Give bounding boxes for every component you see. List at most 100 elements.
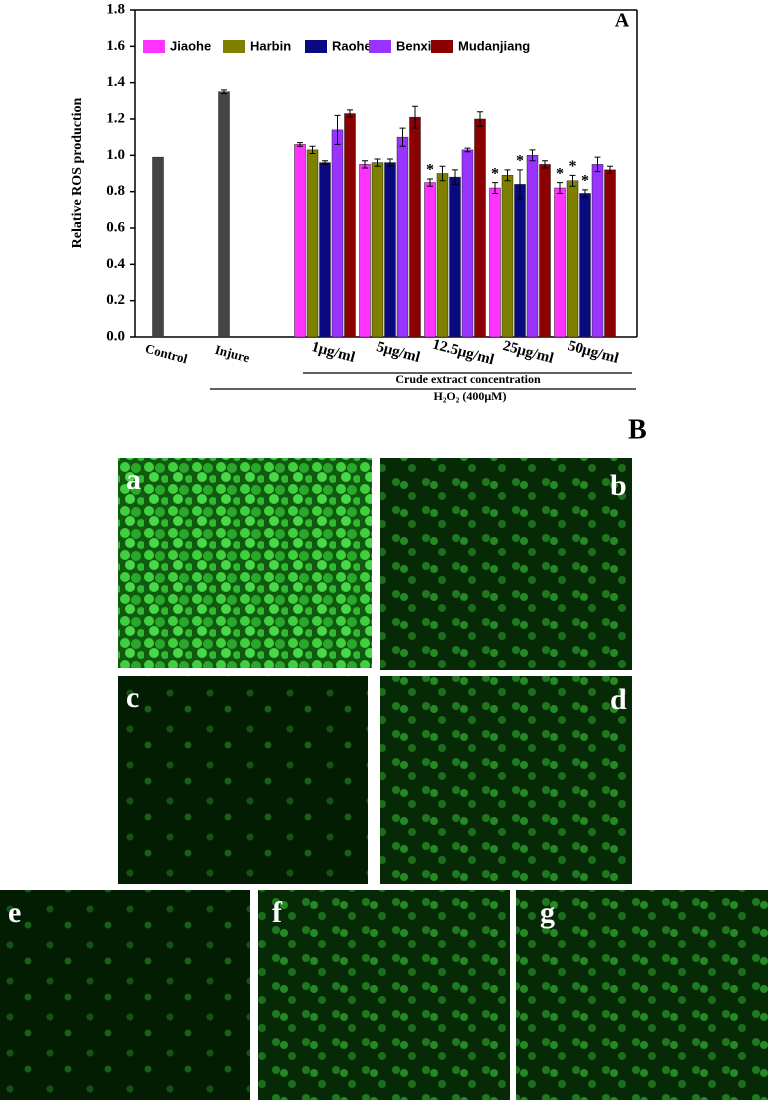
error-bar — [399, 127, 406, 147]
panel-label: c — [126, 681, 139, 714]
panel-label: g — [540, 896, 555, 929]
legend-label: Harbin — [250, 38, 291, 53]
panel-label: A — [615, 10, 630, 32]
x-tick-label: 50μg/ml — [566, 338, 620, 367]
significance-mark: * — [426, 162, 434, 179]
y-tick-label: 0.0 — [106, 328, 125, 344]
error-bar — [464, 147, 471, 153]
y-tick-label: 1.2 — [106, 110, 125, 126]
significance-mark: * — [491, 165, 499, 182]
micrograph — [380, 676, 632, 884]
bar — [306, 149, 319, 338]
bar — [294, 144, 306, 338]
error-bar — [452, 169, 458, 185]
panel-label: e — [8, 896, 21, 929]
bar — [449, 176, 461, 338]
significance-mark: * — [516, 153, 524, 170]
bar — [424, 182, 436, 338]
bar — [371, 162, 384, 338]
group-label: H₂O₂ (400μM) — [434, 389, 507, 403]
x-tick-label: 12.5μg/ml — [431, 337, 496, 369]
error-bar — [297, 142, 303, 147]
bar — [344, 113, 356, 338]
bar — [604, 169, 616, 338]
legend-swatch — [431, 40, 453, 53]
bar — [539, 164, 551, 338]
bar — [514, 184, 526, 338]
error-bar — [374, 158, 381, 167]
micrograph — [118, 458, 372, 668]
legend-swatch — [369, 40, 391, 53]
bar — [579, 193, 591, 338]
error-bar — [594, 156, 601, 173]
significance-mark: * — [581, 173, 589, 190]
bar — [474, 118, 486, 338]
legend-label: Benxi — [396, 38, 431, 53]
bar — [384, 162, 396, 338]
error-bar — [334, 114, 341, 145]
bar — [554, 187, 566, 338]
y-tick-label: 1.4 — [106, 74, 125, 90]
error-bar — [427, 178, 433, 187]
panel-label: d — [610, 683, 627, 716]
error-bar — [517, 169, 523, 200]
error-bar — [542, 160, 548, 169]
x-tick-label: Injure — [213, 342, 251, 366]
bar — [152, 156, 164, 338]
error-bar — [607, 165, 613, 174]
y-axis-label: Relative ROS production — [70, 97, 85, 248]
group-label: Crude extract concentration — [395, 372, 541, 386]
error-bar — [582, 189, 588, 198]
bar — [566, 180, 579, 338]
error-bar — [309, 145, 316, 155]
bar — [359, 164, 371, 338]
error-bar — [504, 169, 511, 182]
bar — [218, 91, 230, 338]
y-tick-label: 1.6 — [106, 38, 125, 54]
micrograph — [258, 890, 510, 1100]
legend-label: Mudanjiang — [458, 38, 530, 53]
x-tick-label: 5μg/ml — [375, 339, 422, 366]
error-bar — [412, 105, 418, 129]
bar — [591, 164, 604, 338]
error-bar — [439, 165, 446, 182]
legend-swatch — [143, 40, 165, 53]
error-bar — [529, 149, 536, 162]
legend-swatch — [305, 40, 327, 53]
x-tick-label: 25μg/ml — [501, 338, 555, 367]
micrograph — [516, 890, 768, 1100]
panel-label: f — [272, 896, 283, 929]
y-tick-label: 1.0 — [106, 147, 125, 163]
legend-label: Jiaohe — [170, 38, 211, 53]
error-bar — [322, 160, 328, 165]
micrograph — [380, 458, 632, 670]
bar — [331, 129, 344, 338]
y-tick-label: 1.8 — [106, 1, 125, 17]
bar — [461, 149, 474, 338]
bar — [436, 173, 449, 338]
bar — [526, 155, 539, 338]
error-bar — [221, 89, 227, 95]
legend-label: Raohe — [332, 38, 372, 53]
error-bar — [387, 158, 393, 167]
bar — [409, 116, 421, 338]
error-bar — [492, 182, 498, 194]
significance-mark: * — [556, 165, 564, 182]
significance-mark: * — [569, 158, 577, 175]
bar — [489, 187, 501, 338]
y-tick-label: 0.2 — [106, 292, 125, 308]
error-bar — [477, 111, 483, 127]
x-tick-label: Control — [144, 341, 190, 367]
x-tick-label: 1μg/ml — [310, 339, 357, 366]
bar — [396, 136, 409, 338]
micrograph — [118, 676, 368, 884]
panel-label: b — [610, 469, 627, 502]
figure-label: B — [628, 414, 647, 445]
legend-swatch — [223, 40, 245, 53]
panel-label: a — [126, 463, 141, 496]
y-tick-label: 0.8 — [106, 183, 125, 199]
error-bar — [347, 109, 353, 118]
error-bar — [362, 160, 368, 169]
y-tick-label: 0.4 — [106, 256, 125, 272]
